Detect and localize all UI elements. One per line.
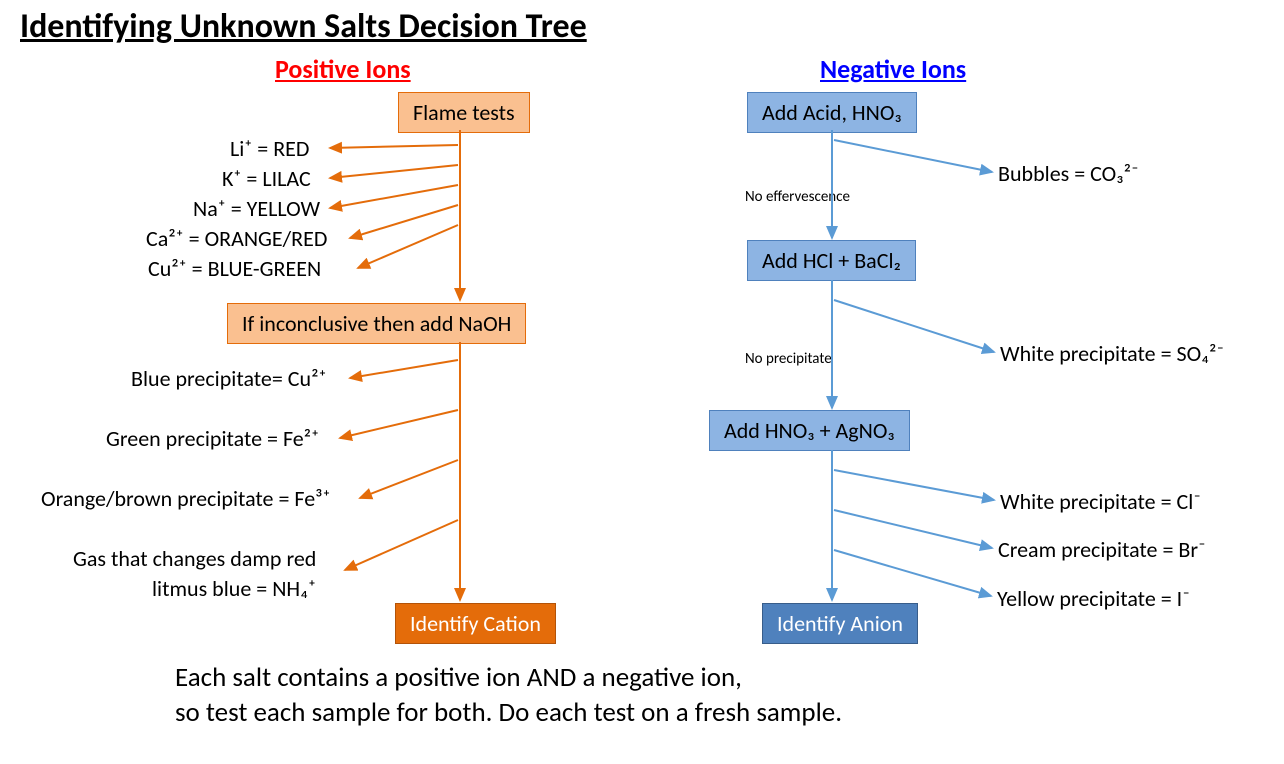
result-white-so4: White precipitate = SO₄²⁻ [1000, 340, 1224, 367]
footer-line2: so test each sample for both. Do each te… [175, 695, 842, 730]
page-title: Identifying Unknown Salts Decision Tree [20, 6, 587, 47]
result-cream-br: Cream precipitate = Br⁻ [998, 536, 1206, 563]
result-bubbles: Bubbles = CO₃²⁻ [998, 160, 1139, 187]
node-flame-tests: Flame tests [398, 92, 530, 133]
node-add-acid: Add Acid, HNO₃ [747, 92, 917, 133]
result-yellow-i: Yellow precipitate = I⁻ [997, 585, 1190, 612]
naoh-result-fe2: Green precipitate = Fe²⁺ [106, 425, 319, 452]
footer-line1: Each salt contains a positive ion AND a … [175, 660, 742, 695]
positive-ions-header: Positive Ions [275, 53, 411, 85]
result-white-cl: White precipitate = Cl⁻ [1000, 488, 1201, 515]
naoh-result-cu: Blue precipitate= Cu²⁺ [131, 365, 326, 392]
flame-result-cu: Cu²⁺ = BLUE-GREEN [148, 255, 321, 282]
flame-result-li: Li⁺ = RED [230, 135, 309, 162]
flame-result-k: K⁺ = LILAC [222, 165, 311, 192]
node-add-agno: Add HNO₃ + AgNO₃ [709, 410, 910, 451]
label-no-precipitate: No precipitate [745, 350, 832, 368]
node-identify-anion: Identify Anion [762, 603, 918, 644]
node-naoh: If inconclusive then add NaOH [227, 303, 526, 344]
node-add-bacl: Add HCl + BaCl₂ [747, 240, 916, 281]
naoh-result-fe3: Orange/brown precipitate = Fe³⁺ [41, 485, 331, 512]
negative-ions-header: Negative Ions [820, 53, 966, 85]
flame-result-na: Na⁺ = YELLOW [193, 195, 320, 222]
flame-result-ca: Ca²⁺ = ORANGE/RED [146, 225, 327, 252]
node-identify-cation: Identify Cation [395, 603, 556, 644]
naoh-result-nh4-line2: litmus blue = NH₄⁺ [152, 575, 316, 602]
label-no-effervescence: No effervescence [745, 188, 850, 206]
naoh-result-nh4-line1: Gas that changes damp red [73, 545, 316, 572]
